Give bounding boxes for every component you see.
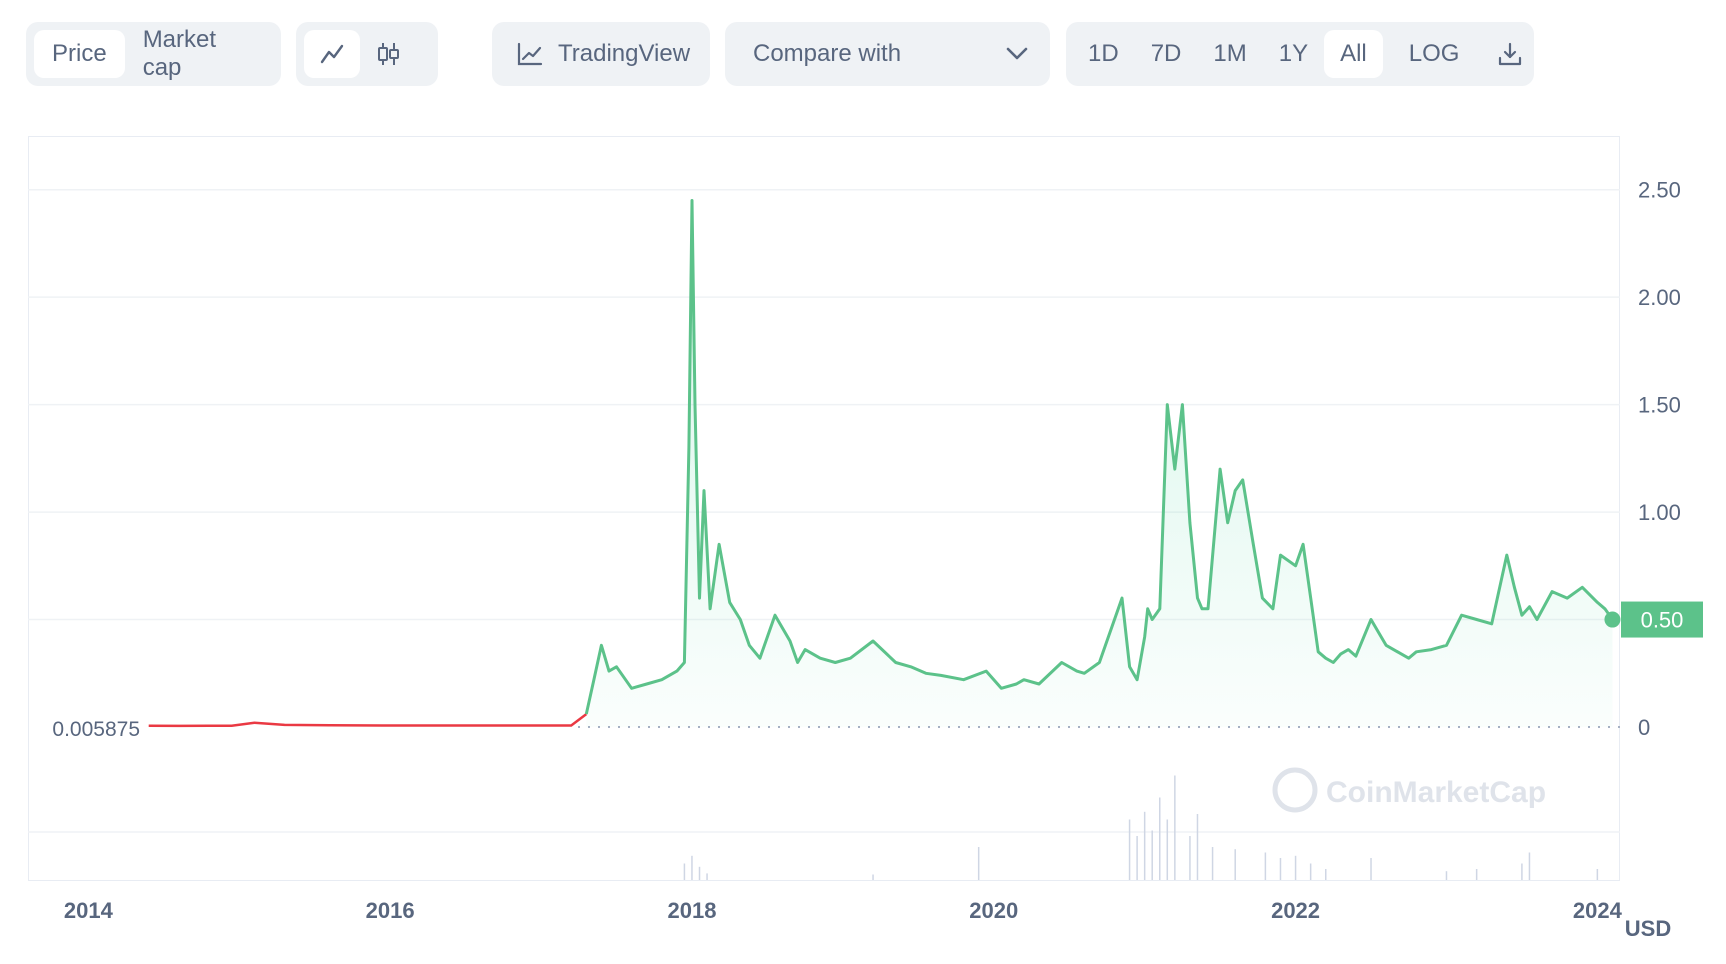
x-tick-label: 2020 — [969, 898, 1018, 923]
chart-style-group — [296, 22, 438, 86]
watermark-text: CoinMarketCap — [1326, 776, 1546, 809]
price-area — [586, 200, 1613, 727]
download-icon — [1499, 42, 1522, 66]
y-tick-label: 1.00 — [1638, 500, 1681, 525]
range-7d[interactable]: 7D — [1150, 40, 1182, 67]
y-tick-label: 1.50 — [1638, 393, 1681, 418]
range-1y[interactable]: 1Y — [1278, 40, 1309, 67]
coinmarketcap-watermark: CoinMarketCap — [1272, 767, 1546, 813]
tradingview-label: TradingView — [558, 40, 691, 67]
tab-market-cap[interactable]: Market cap — [142, 26, 217, 81]
range-all[interactable]: All — [1324, 30, 1383, 78]
currency-label: USD — [1625, 916, 1671, 941]
x-tick-label: 2014 — [64, 898, 114, 923]
tradingview-button[interactable]: TradingView — [492, 30, 710, 78]
y-tick-label: 2.00 — [1638, 285, 1681, 310]
volume-bars — [683, 775, 1599, 880]
range-group: 1D 7D 1M 1Y All LOG — [1066, 22, 1534, 86]
metric-tab-group: Price Market cap — [26, 22, 281, 86]
y-axis: 0 0.50 1.00 1.50 2.00 2.50 — [1638, 178, 1681, 740]
start-price-label: 0.005875 — [52, 718, 140, 741]
range-1d[interactable]: 1D — [1088, 40, 1119, 67]
tradingview-chart-icon — [517, 42, 543, 66]
x-tick-label: 2016 — [366, 898, 415, 923]
compare-dropdown[interactable]: Compare with — [725, 22, 1050, 86]
x-tick-label: 2024 — [1573, 898, 1623, 923]
current-price-label: 0.50 — [1641, 608, 1684, 633]
grid-lines — [28, 188, 1620, 833]
line-chart-button[interactable] — [304, 30, 360, 78]
range-1m[interactable]: 1M — [1213, 40, 1247, 67]
current-price-badge: 0.50 — [1621, 601, 1703, 638]
y-tick-label: 0 — [1638, 715, 1650, 740]
tradingview-group: TradingView — [492, 22, 710, 86]
candlestick-icon — [378, 43, 399, 65]
price-line-down — [148, 713, 588, 728]
chevron-down-icon — [1006, 47, 1028, 60]
download-button[interactable] — [1485, 30, 1535, 78]
chart-frame — [28, 136, 1620, 881]
y-tick-label: 2.50 — [1638, 178, 1681, 203]
x-tick-label: 2018 — [667, 898, 716, 923]
line-chart-icon — [320, 44, 344, 64]
candlestick-button[interactable] — [360, 30, 416, 78]
coinmarketcap-logo-icon — [1272, 767, 1318, 813]
log-toggle[interactable]: LOG — [1408, 40, 1460, 67]
price-line — [584, 199, 1614, 715]
x-tick-label: 2022 — [1271, 898, 1320, 923]
compare-label: Compare with — [753, 40, 902, 67]
tab-price[interactable]: Price — [34, 30, 125, 78]
x-axis: 2014 2016 2018 2020 2022 2024 — [64, 898, 1623, 923]
current-price-dot[interactable] — [1604, 611, 1621, 628]
